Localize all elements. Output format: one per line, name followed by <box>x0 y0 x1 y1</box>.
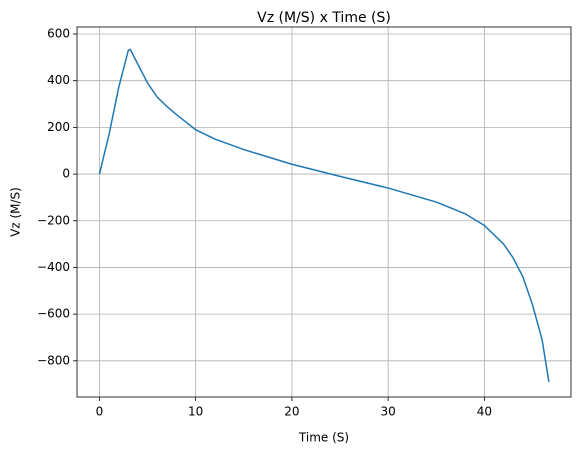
x-tick-label: 30 <box>381 405 396 419</box>
y-tick-label: 400 <box>47 73 70 87</box>
y-tick-label: −200 <box>37 213 70 227</box>
x-tick-label: 40 <box>477 405 492 419</box>
y-tick-label: 200 <box>47 120 70 134</box>
chart-title: Vz (M/S) x Time (S) <box>257 10 391 26</box>
y-tick-label: 600 <box>47 27 70 41</box>
y-axis-label: Vz (M/S) <box>9 187 23 237</box>
data-line <box>98 48 550 382</box>
y-tick-label: −600 <box>37 307 70 321</box>
x-tick-label: 0 <box>96 405 104 419</box>
y-tick-label: −800 <box>37 353 70 367</box>
x-tick-label: 20 <box>284 405 299 419</box>
y-tick-label: 0 <box>62 167 70 181</box>
plot-frame <box>76 26 572 398</box>
x-tick-label: 10 <box>188 405 203 419</box>
y-tick-label: −400 <box>37 260 70 274</box>
x-axis-label: Time (S) <box>298 431 349 445</box>
